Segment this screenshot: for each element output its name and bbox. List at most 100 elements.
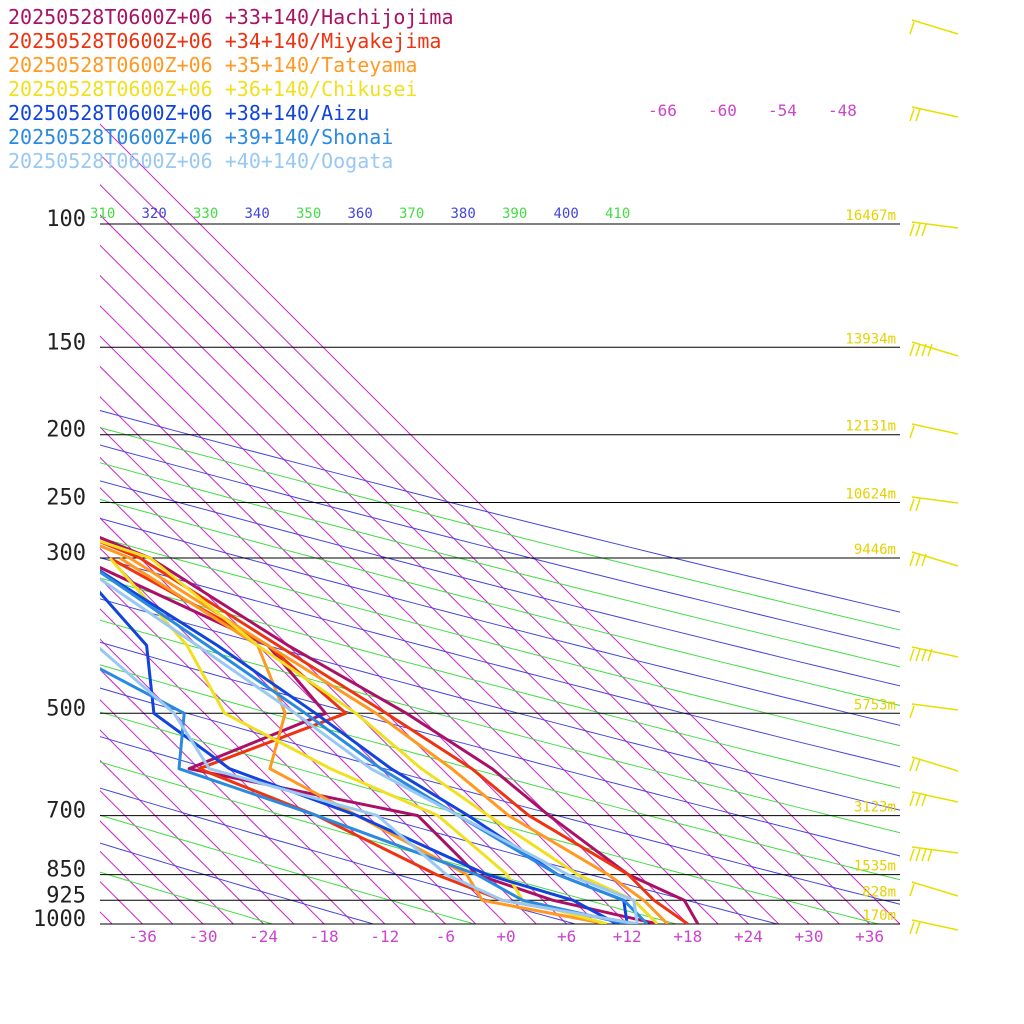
legend-entry: 20250528T0600Z+06 +38+140/Aizu (8, 101, 369, 125)
pressure-label: 300 (46, 541, 86, 566)
dry-adiabat-line (100, 410, 900, 613)
wind-barb-flag (909, 705, 915, 719)
wind-barb-flag (915, 343, 921, 357)
x-tick-label: +6 (557, 927, 576, 946)
wind-barb-staff (911, 881, 959, 897)
legend-entry: 20250528T0600Z+06 +36+140/Chikusei (8, 77, 417, 101)
wind-barb (909, 551, 959, 567)
wind-barb-flag (927, 648, 933, 662)
wind-barb-staff (911, 19, 959, 35)
legend-entry: 20250528T0600Z+06 +39+140/Shonai (8, 125, 393, 149)
isotherm-top-label: -48 (828, 101, 857, 120)
wind-barb-flag (909, 848, 915, 862)
dry-adiabat-line (100, 814, 475, 924)
legend-entry: 20250528T0600Z+06 +35+140/Tateyama (8, 53, 417, 77)
dry-adiabat-line (100, 577, 900, 789)
wind-barbs (909, 19, 959, 935)
wind-barb-staff (911, 919, 959, 931)
sounding-profiles (100, 536, 700, 924)
wind-barb-staff (911, 846, 959, 854)
isotherm-line (100, 335, 689, 924)
wind-barb-flag (909, 793, 915, 807)
wind-barb (909, 881, 959, 897)
wind-barb (909, 341, 959, 357)
dry-adiabat-line (100, 641, 900, 857)
wind-barb-flag (921, 553, 927, 567)
theta-label: 340 (245, 206, 270, 222)
pressure-label: 500 (46, 696, 86, 721)
isotherm-top-label: -60 (708, 101, 737, 120)
x-tick-label: +24 (734, 927, 763, 946)
dry-adiabat-line (100, 711, 879, 924)
wind-barb-flag (909, 498, 915, 512)
pressure-label: 925 (46, 883, 86, 908)
isotherm-line (100, 244, 780, 924)
theta-label: 360 (348, 206, 373, 222)
isotherm-line (100, 365, 658, 924)
dry-adiabat-line (100, 427, 900, 631)
theta-label: 310 (90, 206, 115, 222)
pressure-label: 1000 (33, 907, 86, 932)
isotherm-line (100, 729, 295, 924)
wind-barb (909, 919, 959, 935)
wind-barb-flag (909, 425, 915, 439)
wind-barb-flag (909, 343, 915, 357)
wind-barb-staff (911, 703, 959, 711)
dry-adiabat-line (100, 736, 778, 924)
isotherm-line (0, 69, 21, 924)
wind-barb-flag (915, 793, 921, 807)
dry-adiabat-line (100, 619, 900, 834)
wind-barb (909, 19, 959, 35)
wind-barb-flag (909, 883, 915, 897)
height-label: 16467m (845, 208, 896, 224)
dry-adiabat-line (100, 687, 900, 905)
temperature-line-4 (100, 539, 659, 924)
dry-adiabat-line (100, 444, 900, 649)
isotherm-line (100, 214, 810, 924)
wind-barb-flag (921, 793, 927, 807)
wind-barb-flag (915, 648, 921, 662)
background-grid (0, 69, 900, 924)
isotherm-line (100, 577, 446, 924)
dewpoint-line-1 (100, 565, 658, 924)
temperature-line-3 (100, 544, 669, 924)
dry-adiabat-line (100, 664, 900, 881)
isotherm-line (100, 153, 870, 924)
wind-barb (909, 846, 959, 862)
wind-barb-staff (911, 221, 959, 229)
legend-entry: 20250528T0600Z+06 +40+140/Oogata (8, 149, 393, 173)
pressure-label: 850 (46, 858, 86, 883)
temperature-line-1 (100, 536, 700, 924)
x-tick-label: -36 (128, 927, 157, 946)
wind-barb-flag (909, 648, 915, 662)
wind-barb-flag (921, 223, 927, 237)
wind-barb-flag (915, 108, 921, 122)
isotherm-top-label: -66 (648, 101, 677, 120)
wind-barb-flag (915, 223, 921, 237)
dry-adiabat-line (100, 787, 576, 924)
wind-barb (909, 756, 959, 772)
x-tick-label: +0 (496, 927, 515, 946)
wind-barb-flag (915, 498, 921, 512)
wind-barb-flag (915, 553, 921, 567)
theta-label: 350 (296, 206, 321, 222)
isotherm-line (100, 759, 264, 924)
pressure-label: 150 (46, 330, 86, 355)
isotherm-line (100, 123, 900, 924)
isotherm-line (100, 547, 477, 924)
wind-barb-staff (911, 423, 959, 435)
wind-barb (909, 703, 959, 719)
wind-barb-flag (927, 343, 933, 357)
wind-barb-flag (927, 848, 933, 862)
wind-barb-flag (909, 223, 915, 237)
dry-adiabat-line (100, 598, 900, 811)
wind-barb-staff (911, 791, 959, 803)
temperature-line-2 (100, 540, 689, 924)
isotherm-top-label: -54 (768, 101, 797, 120)
wind-barb (909, 496, 959, 512)
wind-barb-flag (921, 343, 927, 357)
theta-label: 330 (193, 206, 218, 222)
legend-entry: 20250528T0600Z+06 +34+140/Miyakejima (8, 29, 441, 53)
height-label: 1535m (854, 859, 896, 875)
pressure-label: 250 (46, 486, 86, 511)
